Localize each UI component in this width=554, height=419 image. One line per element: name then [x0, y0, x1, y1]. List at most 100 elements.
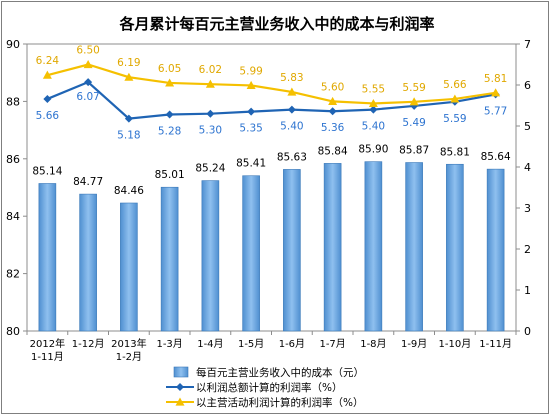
- series-legend-2-point: [175, 397, 185, 406]
- cost-bar-label: 85.81: [440, 146, 470, 158]
- series-1-data-label: 5.59: [443, 113, 466, 125]
- cost-bar: [201, 180, 220, 332]
- series-2-point: [42, 70, 52, 79]
- series-1-point: [369, 105, 378, 114]
- series-2-point: [368, 98, 378, 108]
- right-axis-tick-label: 1: [524, 284, 531, 297]
- x-axis-tick-label: 1-9月: [401, 338, 427, 350]
- legend-label: 以主营活动利润计算的利润率（%）: [196, 396, 363, 409]
- series-1-point: [206, 109, 215, 118]
- series-line-2: [47, 63, 496, 105]
- cost-bar-label: 85.63: [277, 151, 307, 163]
- series-1-point: [247, 107, 256, 116]
- series-2-data-label: 5.66: [443, 79, 467, 91]
- series-2-point: [491, 88, 501, 97]
- cost-bar-label: 85.14: [32, 165, 62, 177]
- right-axis-tick-label: 7: [524, 38, 531, 51]
- cost-bar-label: 85.90: [358, 144, 388, 156]
- right-axis-tick-label: 2: [524, 243, 531, 256]
- series-2-data-label: 5.60: [321, 81, 344, 93]
- cost-bar: [242, 175, 260, 332]
- x-axis-tick-label: 1-10月: [439, 338, 472, 350]
- left-axis-tick-label: 86: [6, 153, 20, 166]
- series-2-data-label: 5.59: [402, 82, 425, 94]
- series-2-point: [83, 60, 93, 69]
- series-1-data-label: 5.49: [402, 117, 425, 129]
- x-axis-tick-label: 1-12月: [72, 338, 105, 350]
- cost-bar: [283, 169, 301, 332]
- series-1-data-label: 5.30: [199, 125, 222, 137]
- left-axis-tick-label: 88: [6, 95, 20, 108]
- cost-bar-label: 84.77: [73, 176, 103, 188]
- x-axis-tick-label: 2012年: [30, 337, 65, 350]
- cost-bar: [323, 163, 342, 332]
- series-1-data-label: 5.36: [321, 122, 345, 134]
- series-1-data-label: 5.40: [362, 121, 385, 133]
- cost-bar: [160, 186, 179, 332]
- cost-bar-label: 85.24: [195, 163, 225, 175]
- series-1-data-label: 5.77: [484, 105, 507, 117]
- series-2-point: [246, 80, 256, 90]
- chart-title: 各月累计每百元主营业务收入中的成本与利润率: [119, 15, 435, 33]
- series-1-data-label: 5.28: [158, 126, 181, 138]
- left-axis-tick-label: 82: [6, 268, 20, 281]
- right-axis-tick-label: 3: [524, 202, 531, 215]
- cost-bar: [486, 168, 505, 332]
- series-2-data-label: 6.02: [199, 64, 222, 76]
- left-axis-tick-label: 84: [6, 210, 20, 223]
- x-axis-tick-label: 2013年: [111, 337, 146, 350]
- right-axis-tick-label: 5: [524, 120, 531, 133]
- series-2-data-label: 6.24: [36, 55, 60, 67]
- x-axis-tick-label: 1-6月: [279, 338, 305, 350]
- series-2-data-label: 6.50: [76, 45, 99, 57]
- series-2-data-label: 5.99: [239, 65, 262, 77]
- series-1-point: [84, 78, 93, 87]
- x-axis-tick-label: 1-11月: [479, 338, 512, 350]
- legend-label: 以利润总额计算的利润率（%）: [196, 381, 342, 394]
- cost-bar: [79, 193, 97, 332]
- series-1-point: [165, 110, 174, 119]
- series-2-point: [450, 94, 460, 103]
- cost-bar: [38, 183, 57, 332]
- left-axis-tick-label: 90: [6, 38, 20, 51]
- series-2-point: [205, 79, 215, 88]
- series-2-data-label: 5.55: [362, 83, 385, 95]
- right-axis-tick-label: 0: [524, 325, 531, 338]
- right-axis-tick-label: 6: [524, 79, 531, 92]
- series-2-point: [287, 87, 297, 96]
- cost-bar-label: 85.01: [155, 169, 185, 181]
- series-2-point: [165, 78, 175, 87]
- series-1-point: [287, 105, 296, 114]
- x-axis-tick-label: 1-11月: [31, 351, 64, 363]
- legend-label: 每百元主营业务收入中的成本（元）: [196, 366, 364, 379]
- series-1-point: [328, 107, 337, 116]
- cost-bar: [364, 161, 383, 332]
- series-1-data-label: 5.40: [280, 121, 303, 133]
- series-1-point: [43, 94, 52, 103]
- series-2-point: [328, 96, 338, 105]
- series-2-point: [409, 97, 419, 106]
- cost-bar: [120, 202, 138, 332]
- series-legend-1-point: [176, 383, 184, 391]
- legend-swatch-bar: [173, 366, 189, 378]
- right-axis-tick-label: 4: [524, 161, 531, 174]
- chart-frame: [1, 1, 549, 414]
- cost-bar-label: 85.84: [318, 145, 348, 157]
- cost-bar: [405, 162, 423, 332]
- series-1-data-label: 5.66: [36, 110, 60, 122]
- series-2-data-label: 5.81: [484, 73, 507, 85]
- series-1-data-label: 5.35: [239, 123, 262, 135]
- series-2-data-label: 6.05: [158, 63, 181, 75]
- series-1-data-label: 5.18: [117, 130, 140, 142]
- series-line-1: [46, 80, 496, 120]
- series-2-data-label: 6.19: [117, 57, 140, 69]
- cost-bar-label: 85.64: [481, 151, 511, 163]
- cost-bar: [446, 163, 464, 332]
- left-axis-tick-label: 80: [6, 325, 20, 338]
- x-axis-tick-label: 1-3月: [156, 338, 182, 350]
- series-1-point: [124, 114, 133, 123]
- series-2-data-label: 5.83: [280, 72, 303, 84]
- x-axis-tick-label: 1-4月: [197, 338, 223, 350]
- cost-bar-label: 85.41: [236, 158, 266, 170]
